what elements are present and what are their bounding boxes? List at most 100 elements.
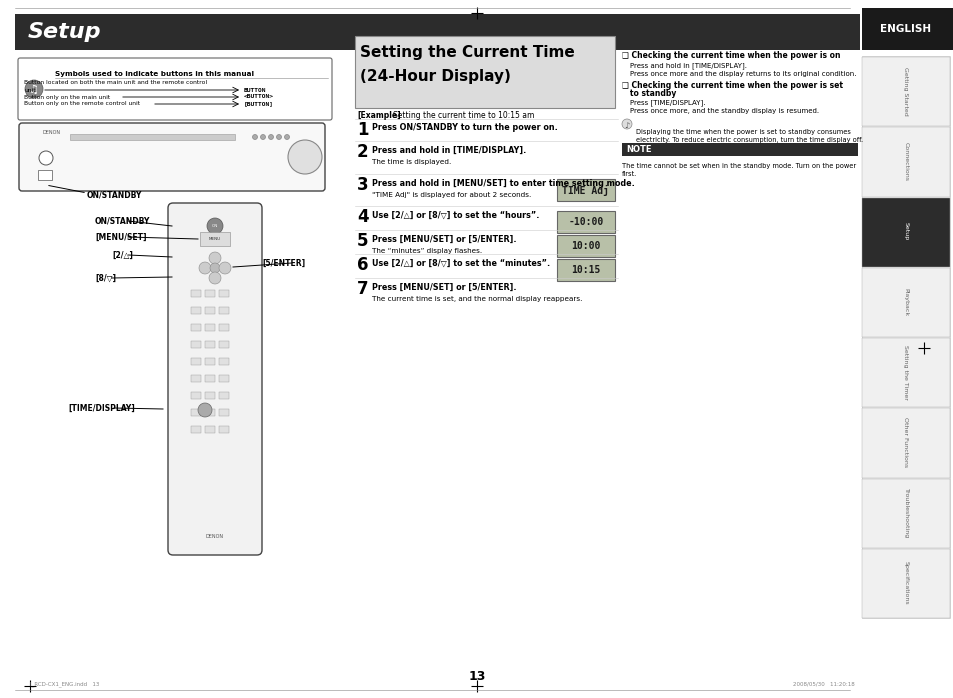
Bar [191, 358, 201, 365]
Circle shape [276, 135, 281, 140]
Bar [191, 409, 201, 416]
Text: [TIME/DISPLAY]: [TIME/DISPLAY] [68, 403, 134, 413]
Text: 4: 4 [356, 208, 368, 226]
Bar [70, 134, 234, 140]
Circle shape [260, 135, 265, 140]
Circle shape [284, 135, 289, 140]
Bar [191, 341, 201, 348]
Text: 7: 7 [356, 280, 368, 298]
Text: The current time is set, and the normal display reappears.: The current time is set, and the normal … [372, 296, 581, 302]
Bar [862, 127, 949, 197]
Bar [219, 358, 229, 365]
Text: Connections: Connections [902, 142, 907, 181]
Text: Button located on both the main unit and the remote control: Button located on both the main unit and… [24, 80, 207, 85]
Bar [621, 143, 857, 156]
Bar [219, 375, 229, 382]
Text: 13: 13 [468, 669, 485, 683]
Text: The time cannot be set when in the standby mode. Turn on the power: The time cannot be set when in the stand… [621, 163, 855, 169]
Text: -10:00: -10:00 [568, 217, 603, 227]
FancyBboxPatch shape [168, 203, 262, 555]
Text: Press [TIME/DISPLAY].: Press [TIME/DISPLAY]. [629, 100, 705, 106]
Circle shape [288, 140, 322, 174]
Text: ❑ Checking the current time when the power is on: ❑ Checking the current time when the pow… [621, 52, 840, 61]
Bar [205, 341, 214, 348]
Circle shape [209, 272, 221, 284]
Bar [862, 56, 949, 618]
Text: DENON: DENON [206, 533, 224, 538]
Bar [205, 307, 214, 314]
Text: [BUTTON]: [BUTTON] [244, 101, 274, 107]
Text: Symbols used to indicate buttons in this manual: Symbols used to indicate buttons in this… [55, 71, 253, 77]
Text: Press once more, and the standby display is resumed.: Press once more, and the standby display… [629, 108, 819, 114]
Text: The “minutes” display flashes.: The “minutes” display flashes. [372, 248, 481, 254]
FancyBboxPatch shape [19, 123, 325, 191]
Text: 1: 1 [356, 121, 368, 139]
FancyBboxPatch shape [557, 259, 615, 281]
Bar [38, 170, 52, 180]
Text: Getting Started: Getting Started [902, 67, 907, 115]
Text: 3: 3 [356, 176, 368, 194]
Text: 2: 2 [356, 143, 368, 161]
Text: Press once more and the display returns to its original condition.: Press once more and the display returns … [629, 71, 856, 77]
Text: MENU: MENU [209, 237, 221, 241]
Text: ♪: ♪ [623, 121, 629, 130]
Bar [862, 268, 949, 337]
Text: Other Functions: Other Functions [902, 417, 907, 468]
Text: ON/STANDBY: ON/STANDBY [95, 216, 151, 225]
Text: Specifications: Specifications [902, 561, 907, 604]
Text: ON/STANDBY: ON/STANDBY [87, 191, 142, 200]
Text: [Example]: [Example] [356, 112, 400, 121]
Text: to standby: to standby [621, 89, 676, 98]
Bar [205, 426, 214, 433]
Bar [862, 408, 949, 477]
Text: electricity. To reduce electric consumption, turn the time display off.: electricity. To reduce electric consumpt… [636, 137, 862, 143]
Text: Setup: Setup [902, 223, 907, 241]
Bar [219, 290, 229, 297]
Text: DENON: DENON [42, 131, 60, 135]
Text: 2008/05/30   11:20:18: 2008/05/30 11:20:18 [792, 681, 854, 687]
Text: 10:15: 10:15 [571, 265, 600, 275]
Text: Setting the Current Time: Setting the Current Time [359, 45, 574, 59]
Bar [205, 358, 214, 365]
Text: TIME Adj: TIME Adj [562, 184, 609, 195]
Bar [191, 290, 201, 297]
Text: Press and hold in [TIME/DISPLAY].: Press and hold in [TIME/DISPLAY]. [372, 145, 526, 154]
Text: ON: ON [212, 224, 218, 228]
Text: NOTE: NOTE [625, 145, 651, 154]
Text: ♫: ♫ [29, 85, 39, 95]
Text: Playback: Playback [902, 288, 907, 316]
Ellipse shape [621, 119, 631, 129]
Text: Setting the current time to 10:15 am: Setting the current time to 10:15 am [393, 112, 534, 121]
Text: unit: unit [24, 87, 35, 93]
Circle shape [253, 135, 257, 140]
Bar [15, 14, 859, 50]
Circle shape [210, 263, 220, 273]
Bar [191, 307, 201, 314]
Bar [205, 324, 214, 331]
Bar [219, 409, 229, 416]
Text: <BUTTON>: <BUTTON> [244, 94, 274, 100]
Bar [205, 375, 214, 382]
Text: Press ON/STANDBY to turn the power on.: Press ON/STANDBY to turn the power on. [372, 124, 558, 133]
Bar [219, 307, 229, 314]
Text: Setting the Timer: Setting the Timer [902, 345, 907, 399]
Circle shape [209, 252, 221, 264]
Bar [219, 341, 229, 348]
Bar [200, 232, 230, 246]
Circle shape [207, 218, 223, 234]
Bar [862, 57, 949, 126]
Text: Button only on the main unit: Button only on the main unit [24, 94, 111, 100]
Bar [205, 392, 214, 399]
Bar [862, 549, 949, 618]
Text: "TIME Adj" is displayed for about 2 seconds.: "TIME Adj" is displayed for about 2 seco… [372, 192, 531, 198]
FancyBboxPatch shape [557, 235, 615, 257]
Bar [219, 324, 229, 331]
Text: Press and hold in [TIME/DISPLAY].: Press and hold in [TIME/DISPLAY]. [629, 63, 746, 69]
Bar [219, 392, 229, 399]
Text: Setup: Setup [28, 22, 101, 42]
Text: Button only on the remote control unit: Button only on the remote control unit [24, 101, 140, 107]
Text: [2/△]: [2/△] [112, 251, 132, 260]
Bar [862, 338, 949, 407]
Bar [862, 198, 949, 267]
Text: (24-Hour Display): (24-Hour Display) [359, 70, 511, 84]
